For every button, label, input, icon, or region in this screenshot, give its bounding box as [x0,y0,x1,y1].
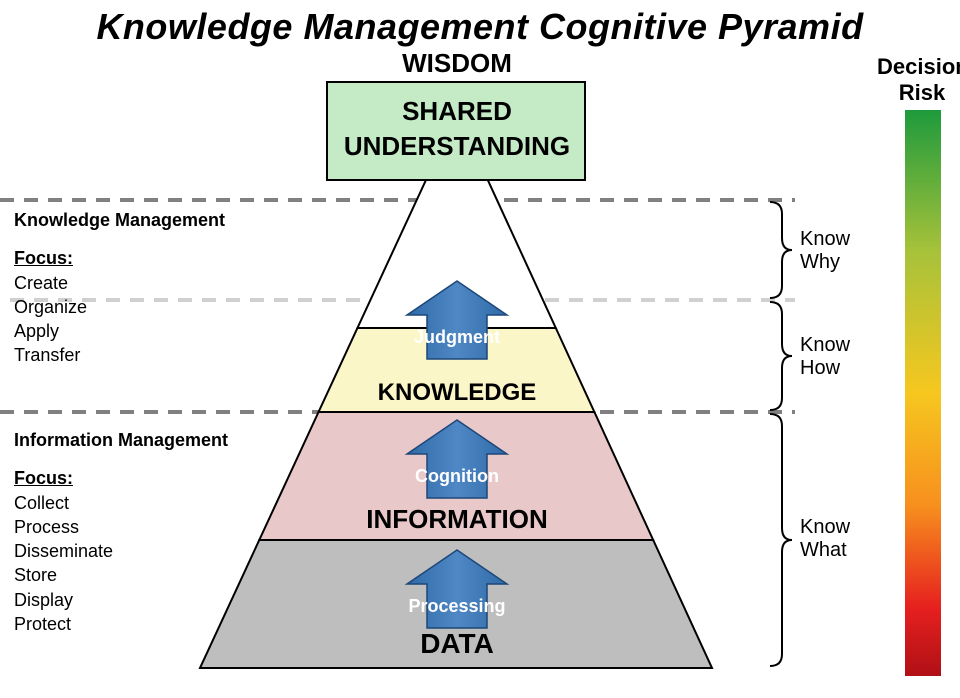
im-item: Collect [14,491,228,515]
brace-know-how [770,302,792,410]
im-item: Display [14,588,228,612]
km-focus-label: Focus: [14,246,225,270]
pyramid-label-knowledge: KNOWLEDGE [378,379,537,406]
left-panel-information-management: Information Management Focus: Collect Pr… [14,428,228,636]
pyramid-label-data: DATA [420,628,494,659]
pyramid-label-information: INFORMATION [366,504,548,534]
brace-label-know-how: KnowHow [800,334,850,380]
im-item: Process [14,515,228,539]
diagram-stage: Knowledge Management Cognitive Pyramid D… [0,0,960,698]
brace-label-know-why: KnowWhy [800,228,850,274]
im-item: Protect [14,612,228,636]
im-heading: Information Management [14,428,228,452]
brace-know-why [770,202,792,298]
im-focus-label: Focus: [14,466,228,490]
brace-label-know-what: KnowWhat [800,516,850,562]
km-heading: Knowledge Management [14,208,225,232]
wisdom-label: WISDOM [402,48,512,78]
left-panel-knowledge-management: Knowledge Management Focus: Create Organ… [14,208,225,368]
decision-risk-title: DecisionRisk [877,54,960,106]
km-item: Create [14,271,225,295]
arrow-label-processing: Processing [408,596,505,616]
decision-risk-bar [905,110,941,676]
arrow-label-cognition: Cognition [415,466,499,486]
km-item: Transfer [14,343,225,367]
km-item: Apply [14,319,225,343]
im-item: Store [14,563,228,587]
km-item: Organize [14,295,225,319]
brace-know-what [770,414,792,666]
im-item: Disseminate [14,539,228,563]
shared-understanding-line: UNDERSTANDING [344,131,570,161]
arrow-label-judgment: Judgment [414,327,500,347]
shared-understanding-line: SHARED [402,96,512,126]
